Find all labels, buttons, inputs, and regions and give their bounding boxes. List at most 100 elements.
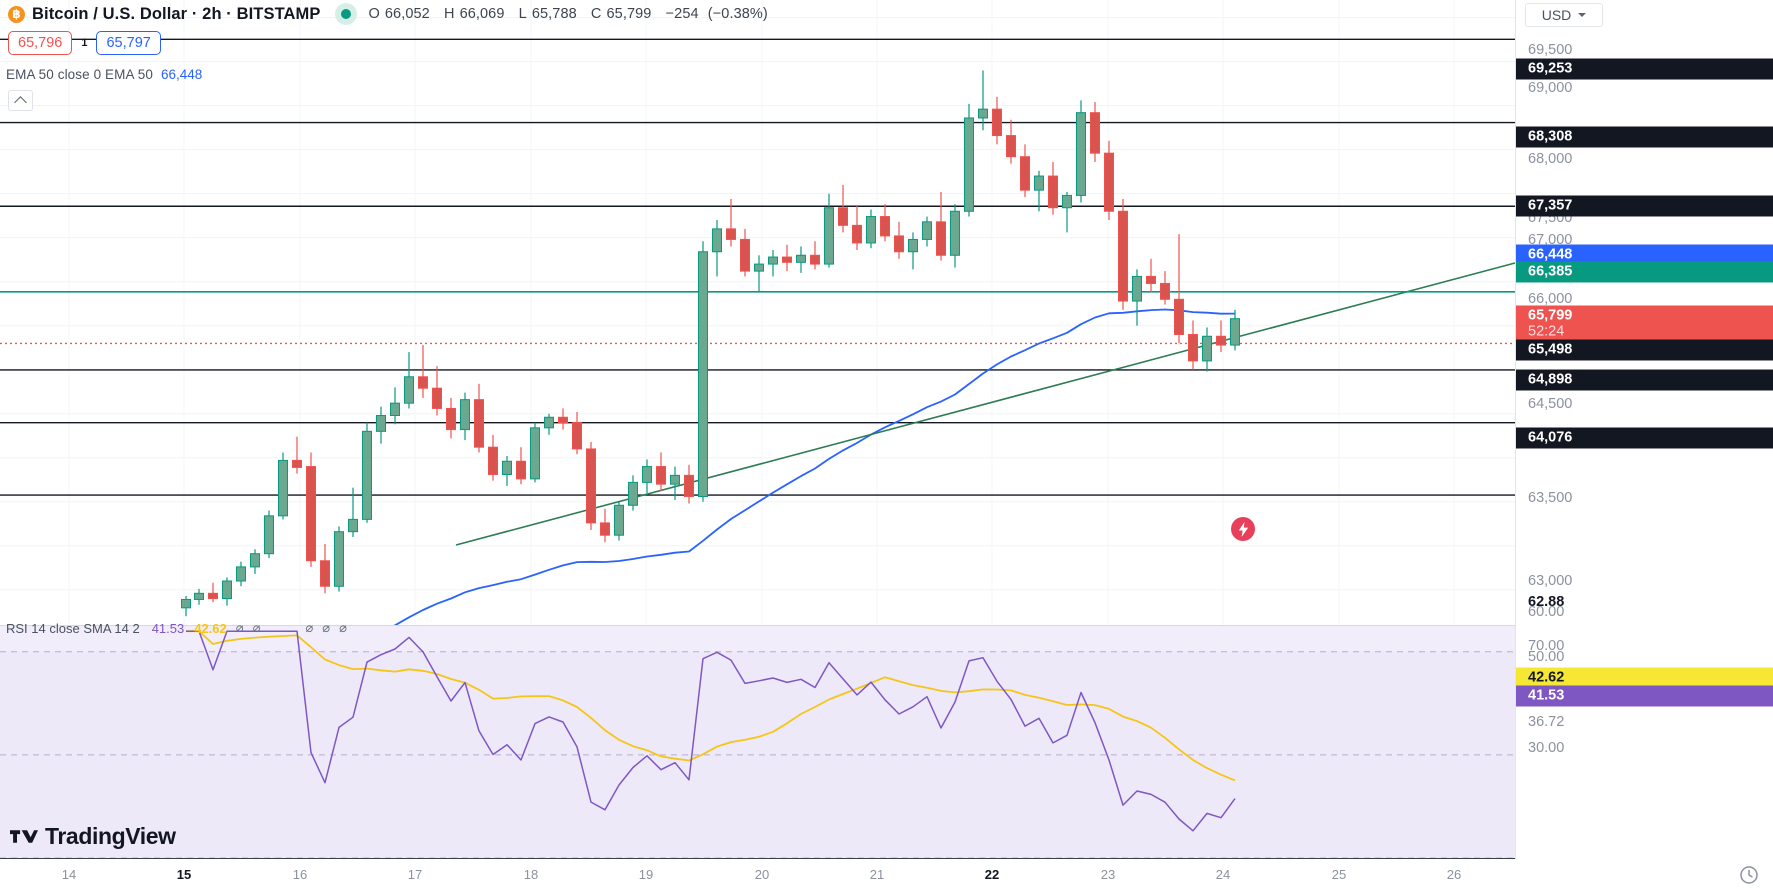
candle bbox=[1020, 144, 1030, 198]
candle bbox=[768, 250, 778, 277]
time-tick-14: 14 bbox=[61, 867, 77, 882]
rsi-nil-5: ⌀ bbox=[339, 620, 347, 635]
level-badge-69253[interactable]: 69,253 bbox=[1516, 58, 1773, 80]
collapse-legend-button[interactable] bbox=[8, 90, 33, 111]
timezone-button[interactable] bbox=[1739, 865, 1759, 885]
countdown-badge[interactable]: 52:24 bbox=[1516, 321, 1773, 343]
level-badge-64898[interactable]: 64,898 bbox=[1516, 369, 1773, 391]
candle bbox=[1034, 170, 1044, 212]
candle bbox=[208, 582, 218, 603]
pane-separator[interactable] bbox=[0, 625, 1515, 626]
rsi-nil-4: ⌀ bbox=[322, 620, 331, 635]
ohlc-values: O 66,052 H 66,069 L 65,788 C 65,799 −254 (−0… bbox=[369, 6, 773, 22]
rsi-legend-name: RSI 14 close SMA 14 2 bbox=[6, 620, 140, 636]
price-axis[interactable]: USD 69,50069,00068,50068,00067,50067,000… bbox=[1515, 0, 1773, 890]
candle bbox=[1132, 269, 1142, 326]
symbol-title[interactable]: Bitcoin / U.S. Dollar · 2h · BITSTAMP bbox=[32, 4, 321, 23]
clock-icon bbox=[1740, 866, 1758, 884]
candle bbox=[614, 501, 624, 541]
price-chart-canvas[interactable] bbox=[0, 0, 1516, 680]
rsi-line[interactable] bbox=[186, 630, 1236, 832]
candle bbox=[502, 455, 512, 486]
rsi-tick-62-88: 62.88 bbox=[1528, 594, 1565, 610]
time-tick-21: 21 bbox=[869, 867, 885, 882]
candle bbox=[754, 255, 764, 293]
candle bbox=[1160, 271, 1170, 305]
candle bbox=[922, 216, 932, 247]
time-axis[interactable]: 14 15 16 17 18 19 20 21 22 23 24 25 26 bbox=[0, 859, 1773, 890]
candle bbox=[181, 595, 191, 617]
rsi-tick-30-00: 30.00 bbox=[1528, 740, 1565, 756]
currency-selector[interactable]: USD bbox=[1525, 3, 1603, 27]
ema-legend-row[interactable]: EMA 50 close 0 EMA 50 66,448 bbox=[6, 64, 202, 84]
candle bbox=[628, 475, 638, 511]
time-tick-19: 19 bbox=[638, 867, 654, 882]
ema-price-badge[interactable]: 66,448 bbox=[1516, 244, 1773, 266]
candle bbox=[908, 232, 918, 270]
rsi-sma-line[interactable] bbox=[186, 630, 1236, 782]
candle bbox=[572, 411, 582, 455]
candle bbox=[1104, 140, 1114, 221]
level-badge-68308[interactable]: 68,308 bbox=[1516, 126, 1773, 148]
candle bbox=[1188, 320, 1198, 370]
candle bbox=[264, 510, 274, 559]
market-open-dot[interactable] bbox=[334, 3, 357, 25]
candle bbox=[404, 352, 414, 409]
tradingview-watermark: TradingView bbox=[10, 823, 176, 850]
candle bbox=[348, 487, 358, 537]
rsi-tick-50-00: 50.00 bbox=[1528, 649, 1565, 665]
spread-value: 1 bbox=[81, 37, 88, 49]
level-badge-64076[interactable]: 64,076 bbox=[1516, 427, 1773, 449]
candle bbox=[1090, 102, 1100, 162]
candle bbox=[530, 422, 540, 483]
rsi-tick-70-00: 70.00 bbox=[1528, 638, 1565, 654]
time-tick-20: 20 bbox=[754, 867, 770, 882]
rsi-chart-canvas[interactable] bbox=[0, 626, 1515, 859]
symbol-row: ฿ Bitcoin / U.S. Dollar · 2h · BITSTAMP … bbox=[8, 2, 773, 26]
rsi-nil-1: ⌀ bbox=[235, 620, 244, 635]
candle bbox=[740, 228, 750, 277]
candle bbox=[894, 221, 904, 259]
candle bbox=[474, 383, 484, 453]
price-tick-64500: 64,500 bbox=[1528, 396, 1573, 412]
rsi-pane[interactable] bbox=[0, 626, 1515, 859]
candle bbox=[950, 204, 960, 268]
rsi-nil-2: ⌀ bbox=[252, 620, 261, 635]
level-badge-65498[interactable]: 65,498 bbox=[1516, 339, 1773, 361]
uptrend-line[interactable] bbox=[455, 262, 1516, 546]
candle bbox=[782, 244, 792, 272]
candle bbox=[362, 422, 372, 523]
price-tick-69000: 69,000 bbox=[1528, 80, 1573, 96]
rsi-value-badge[interactable]: 41.53 bbox=[1516, 685, 1773, 707]
chevron-down-icon bbox=[1578, 13, 1587, 17]
price-tick-69500: 69,500 bbox=[1528, 42, 1573, 58]
rsi-nil-3: ⌀ bbox=[305, 620, 314, 635]
sma-value-badge[interactable]: 42.62 bbox=[1516, 667, 1773, 689]
candle bbox=[866, 209, 876, 249]
price-pane[interactable] bbox=[0, 0, 1516, 680]
bid-ask-badge[interactable]: 66,385 bbox=[1516, 261, 1773, 283]
candle bbox=[292, 436, 302, 474]
candle bbox=[1006, 119, 1016, 164]
ema-legend-value: 66,448 bbox=[160, 66, 203, 82]
candle bbox=[656, 452, 666, 492]
candle bbox=[236, 561, 246, 587]
candle bbox=[1230, 309, 1240, 351]
candle bbox=[936, 191, 946, 261]
candle bbox=[1062, 191, 1072, 233]
candle bbox=[250, 549, 260, 574]
replay-badge[interactable] bbox=[1231, 517, 1255, 541]
currency-label: USD bbox=[1541, 7, 1572, 23]
ohlc-change-pct: (−0.38%) bbox=[707, 6, 768, 22]
rsi-legend[interactable]: RSI 14 close SMA 14 2 41.53 42.62 ⌀ ⌀ ⌀ … bbox=[6, 619, 347, 637]
bid-price[interactable]: 65,796 bbox=[8, 31, 73, 55]
candle bbox=[460, 392, 470, 441]
candle bbox=[712, 220, 722, 277]
candle bbox=[334, 526, 344, 592]
candle bbox=[964, 103, 974, 217]
candle bbox=[978, 70, 988, 131]
last-price-badge[interactable]: 65,799 bbox=[1516, 305, 1773, 327]
ask-price[interactable]: 65,797 bbox=[96, 31, 161, 55]
level-badge-67357[interactable]: 67,357 bbox=[1516, 195, 1773, 217]
candle bbox=[544, 413, 554, 435]
